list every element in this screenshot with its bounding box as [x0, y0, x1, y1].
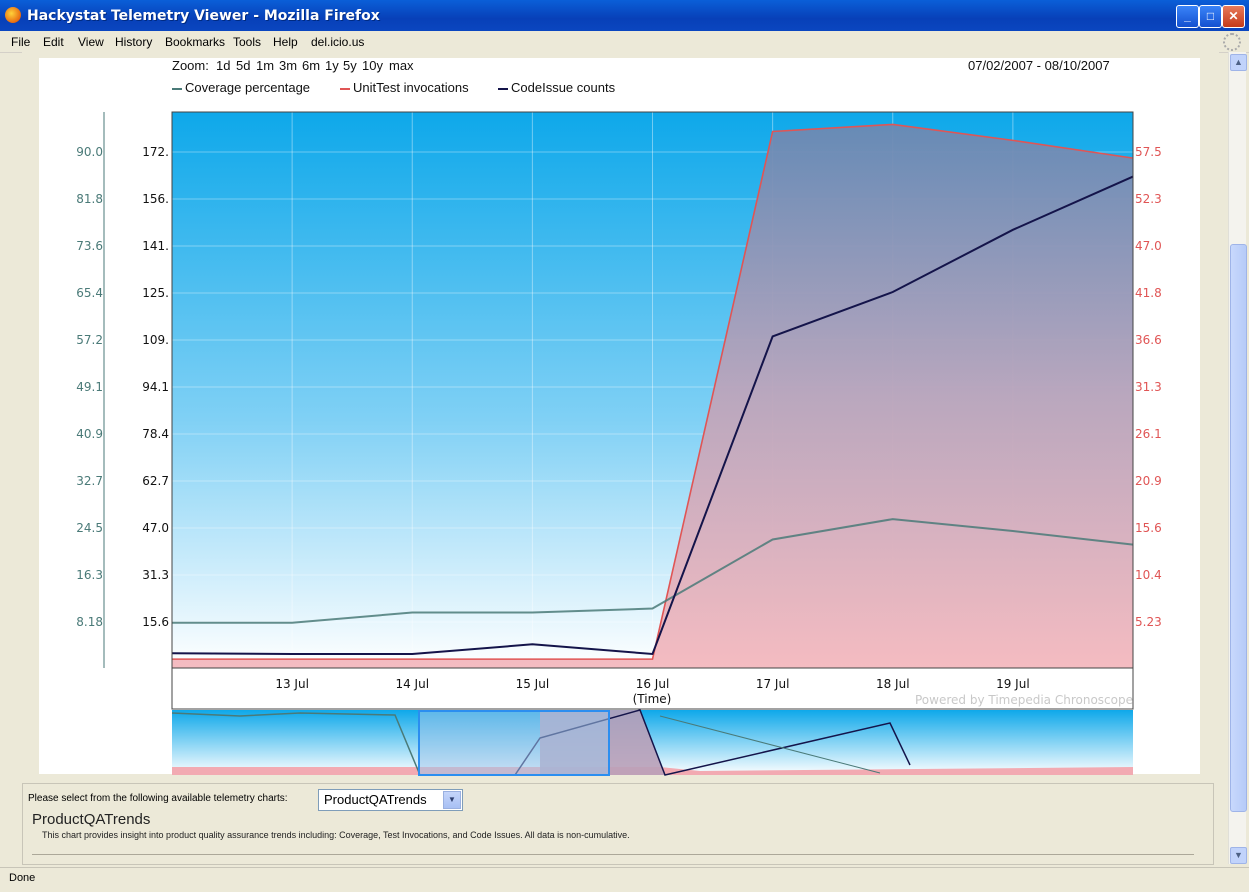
menu-help[interactable]: Help [273, 35, 298, 49]
chart-selector-panel [22, 783, 1214, 865]
close-button[interactable]: ✕ [1222, 5, 1245, 28]
legend-codeissue[interactable]: CodeIssue counts [498, 80, 615, 95]
vertical-scrollbar[interactable]: ▲ ▼ [1228, 52, 1247, 864]
menu-delicious[interactable]: del.icio.us [311, 35, 365, 49]
scroll-down-icon[interactable]: ▼ [1230, 847, 1247, 864]
menu-history[interactable]: History [115, 35, 153, 49]
zoom-1y[interactable]: 1y [325, 58, 339, 73]
window-titlebar: Hackystat Telemetry Viewer - Mozilla Fir… [0, 0, 1249, 31]
chart-select[interactable]: ProductQATrends ▼ [318, 789, 463, 811]
zoom-1d[interactable]: 1d [216, 58, 231, 73]
zoom-1m[interactable]: 1m [256, 58, 275, 73]
menu-file[interactable]: File [11, 35, 31, 49]
date-range: 07/02/2007 - 08/10/2007 [968, 58, 1110, 73]
status-bar: Done [0, 867, 1249, 892]
firefox-icon [5, 7, 21, 23]
zoom-max[interactable]: max [389, 58, 414, 73]
chart-description: This chart provides insight into product… [42, 830, 630, 840]
chart-select-label: Please select from the following availab… [28, 793, 288, 804]
legend-coverage[interactable]: Coverage percentage [172, 80, 310, 95]
menu-tools[interactable]: Tools [233, 35, 262, 49]
scroll-thumb[interactable] [1230, 244, 1247, 812]
zoom-3m[interactable]: 3m [279, 58, 298, 73]
chart-title: ProductQATrends [32, 811, 151, 828]
zoom-5y[interactable]: 5y [343, 58, 357, 73]
menu-view[interactable]: View [78, 35, 104, 49]
menu-bar: File Edit View History Bookmarks Tools H… [0, 31, 1249, 53]
scroll-up-icon[interactable]: ▲ [1230, 54, 1247, 71]
divider [32, 854, 1194, 855]
zoom-label: Zoom: [172, 58, 209, 73]
zoom-6m[interactable]: 6m [302, 58, 321, 73]
throbber-icon [1223, 33, 1241, 51]
chart-panel [39, 58, 1200, 774]
maximize-button[interactable]: □ [1199, 5, 1222, 28]
legend-unittest[interactable]: UnitTest invocations [340, 80, 469, 95]
chevron-down-icon[interactable]: ▼ [443, 791, 461, 809]
status-text: Done [9, 872, 36, 884]
zoom-10y[interactable]: 10y [362, 58, 383, 73]
zoom-5d[interactable]: 5d [236, 58, 251, 73]
window-title: Hackystat Telemetry Viewer - Mozilla Fir… [27, 8, 380, 24]
menu-bookmarks[interactable]: Bookmarks [165, 35, 226, 49]
chart-select-value: ProductQATrends [324, 792, 427, 807]
minimize-button[interactable]: _ [1176, 5, 1199, 28]
menu-edit[interactable]: Edit [43, 35, 64, 49]
